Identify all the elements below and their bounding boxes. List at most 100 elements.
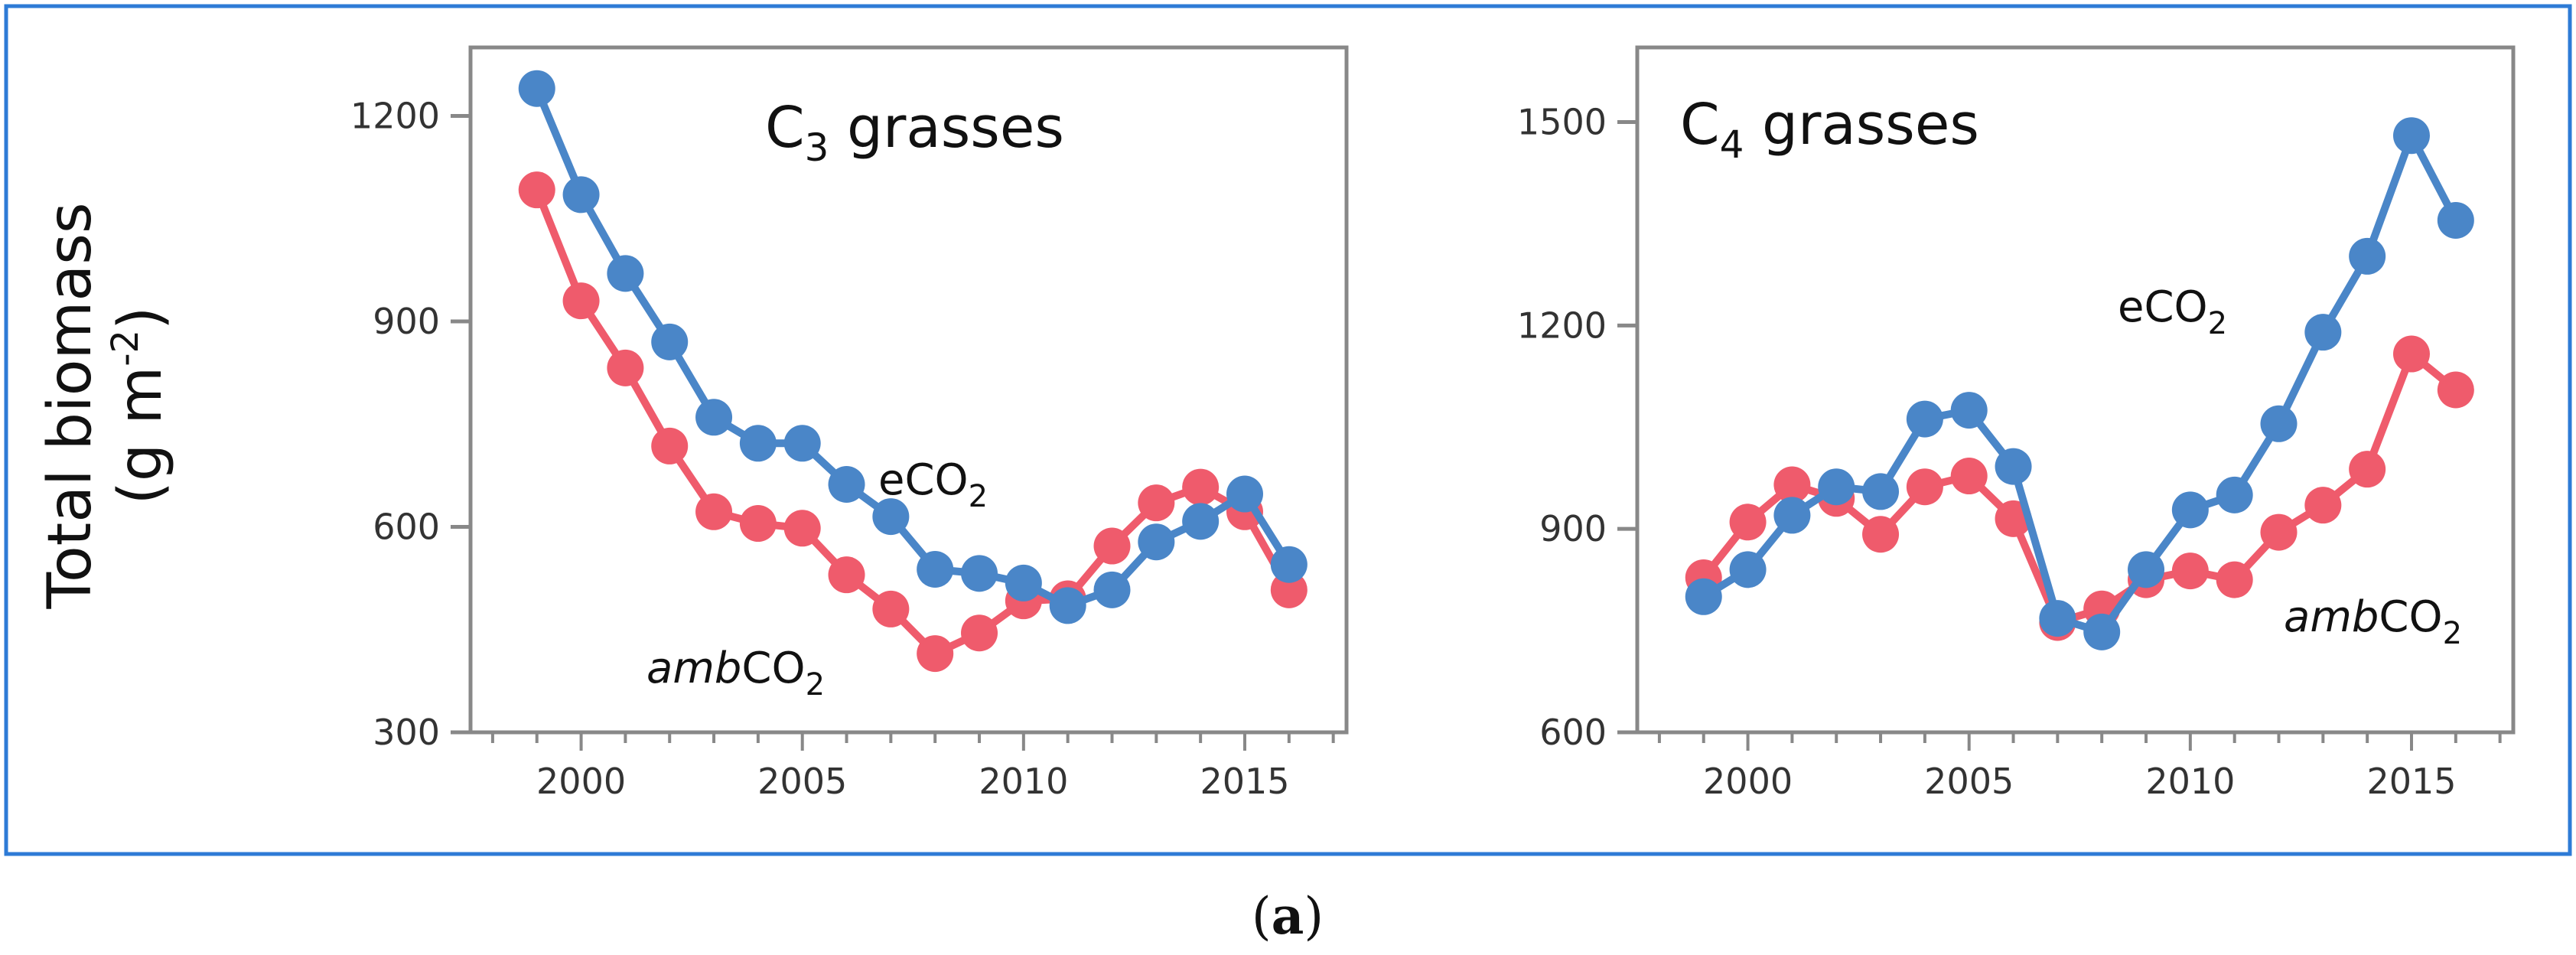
x-tick-label: 2010 bbox=[979, 761, 1068, 802]
title-letter: C bbox=[765, 95, 805, 161]
title-rest: grasses bbox=[1744, 92, 1978, 158]
y-tick-label: 900 bbox=[373, 301, 440, 342]
data-point bbox=[961, 555, 998, 592]
data-point bbox=[739, 425, 777, 462]
data-point bbox=[1950, 458, 1988, 495]
plot-frame bbox=[468, 45, 1349, 735]
caption-letter: a bbox=[1272, 886, 1304, 946]
y-tick-label: 1200 bbox=[1517, 305, 1607, 346]
figure-caption: (a) bbox=[1252, 886, 1324, 946]
label-prefix: amb bbox=[2284, 592, 2379, 642]
panel-title: C4 grasses bbox=[1680, 92, 1979, 167]
x-axis-ticks: 2000 2005 2010 2015 bbox=[1657, 732, 2502, 802]
data-point bbox=[2039, 600, 2076, 637]
y-tick-label: 900 bbox=[1539, 508, 1607, 549]
data-point bbox=[2392, 335, 2430, 373]
caption-close: ) bbox=[1304, 887, 1324, 946]
title-sub: 3 bbox=[805, 125, 829, 170]
panel-c4-grasses: C4 grasses eCO2 ambCO2 60090012001500200… bbox=[1517, 45, 2516, 802]
plot-frame bbox=[1635, 45, 2516, 735]
y-axis-ticks: 300 600 900 1200 bbox=[350, 96, 471, 753]
y-axis-label-line1: Total biomass bbox=[36, 203, 105, 610]
x-tick-label: 2005 bbox=[1924, 761, 2014, 802]
title-rest: grasses bbox=[829, 95, 1063, 161]
data-point bbox=[1995, 448, 2032, 485]
y-tick-label: 300 bbox=[373, 712, 440, 753]
data-point bbox=[2216, 561, 2253, 598]
data-point bbox=[1049, 587, 1086, 624]
data-point bbox=[1729, 504, 1767, 541]
data-point bbox=[1270, 546, 1308, 583]
data-point bbox=[2171, 491, 2209, 529]
data-point bbox=[2260, 405, 2298, 442]
data-point bbox=[1005, 564, 1042, 601]
x-axis-ticks: 2000 2005 2010 2015 bbox=[490, 732, 1335, 802]
data-point bbox=[695, 493, 733, 530]
data-point bbox=[1862, 473, 1900, 510]
data-point bbox=[1226, 475, 1263, 513]
data-point bbox=[872, 590, 910, 627]
label-main: eCO bbox=[878, 455, 969, 505]
title-letter: C bbox=[1680, 92, 1720, 158]
label-sub: 2 bbox=[806, 667, 825, 702]
data-point bbox=[872, 498, 910, 536]
label-sub: 2 bbox=[2208, 306, 2227, 341]
data-point bbox=[2304, 487, 2342, 524]
series-label-ambco2: ambCO2 bbox=[2284, 592, 2462, 651]
title-sub: 4 bbox=[1720, 122, 1744, 167]
data-point bbox=[961, 614, 998, 652]
data-point bbox=[651, 427, 689, 464]
data-point bbox=[2437, 371, 2474, 409]
y-axis-ticks: 600 900 1200 1500 bbox=[1517, 101, 1637, 753]
series-label-eco2: eCO2 bbox=[2118, 282, 2227, 341]
data-point bbox=[2171, 552, 2209, 590]
data-point bbox=[828, 466, 865, 504]
data-point bbox=[2083, 613, 2121, 650]
data-point bbox=[1950, 392, 1988, 429]
data-point bbox=[917, 550, 954, 588]
data-point bbox=[2349, 451, 2386, 488]
x-tick-label: 2000 bbox=[536, 761, 626, 802]
panel-c3-grasses: C3 grasses eCO2 ambCO2 30060090012002000… bbox=[350, 45, 1349, 802]
data-point bbox=[739, 505, 777, 543]
y-axis-label: Total biomass (g m-2) bbox=[36, 203, 175, 610]
y-tick-label: 600 bbox=[373, 507, 440, 548]
x-tick-label: 2015 bbox=[2366, 761, 2456, 802]
label-sub: 2 bbox=[2443, 616, 2462, 651]
data-point bbox=[1270, 571, 1308, 608]
data-point bbox=[2216, 476, 2253, 513]
data-point bbox=[783, 425, 821, 462]
data-point bbox=[2392, 117, 2430, 155]
data-point bbox=[1138, 484, 1175, 522]
series-label-ambco2: ambCO2 bbox=[646, 644, 825, 702]
y-tick-label: 600 bbox=[1539, 712, 1607, 753]
data-point bbox=[2260, 513, 2298, 551]
data-point bbox=[1773, 466, 1811, 504]
data-point bbox=[2349, 237, 2386, 275]
data-point bbox=[2128, 551, 2165, 588]
y-unit-sup: -2 bbox=[104, 330, 147, 367]
data-point bbox=[1093, 571, 1131, 608]
data-point bbox=[1729, 551, 1767, 588]
data-point bbox=[1685, 578, 1722, 615]
data-point bbox=[695, 399, 733, 436]
data-point bbox=[1773, 497, 1811, 534]
data-point bbox=[607, 255, 644, 292]
label-prefix: amb bbox=[646, 644, 741, 693]
series-label-eco2: eCO2 bbox=[878, 455, 988, 514]
data-point bbox=[1093, 527, 1131, 565]
data-point bbox=[1818, 468, 1855, 506]
data-point bbox=[1182, 468, 1220, 506]
y-unit-main: (g m bbox=[106, 367, 175, 505]
label-main: eCO bbox=[2118, 282, 2208, 332]
x-tick-label: 2010 bbox=[2145, 761, 2235, 802]
data-point bbox=[518, 171, 555, 209]
data-point bbox=[917, 635, 954, 673]
data-point bbox=[783, 510, 821, 547]
label-main: CO bbox=[741, 644, 805, 693]
data-point bbox=[562, 282, 600, 320]
data-point bbox=[518, 70, 555, 107]
data-point bbox=[2437, 201, 2474, 239]
x-tick-label: 2005 bbox=[757, 761, 847, 802]
